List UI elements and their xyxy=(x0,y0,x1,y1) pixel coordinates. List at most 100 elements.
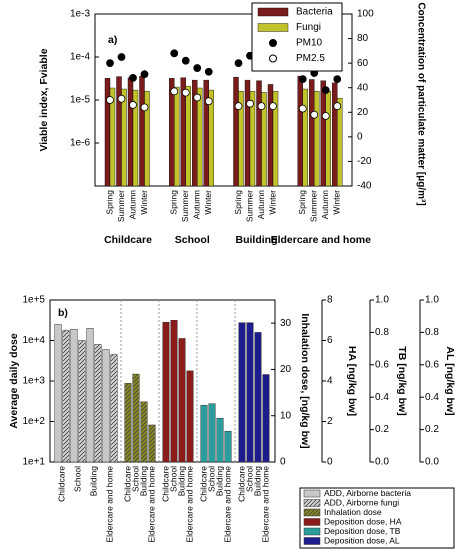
tick-label: 1e-6 xyxy=(70,138,90,149)
x-tick-label: Summer xyxy=(244,190,254,222)
y-axis-label: Viable index, Fviable xyxy=(38,48,50,151)
legend-label: Inhalation dose xyxy=(324,507,382,517)
marker xyxy=(170,87,179,96)
x-tick-label: Autumn xyxy=(320,190,330,220)
x-tick-label: School xyxy=(130,466,140,492)
tick-label: 30 xyxy=(280,318,292,329)
x-tick-label: Building xyxy=(214,466,224,497)
tick-label: 80 xyxy=(357,33,369,44)
bar xyxy=(162,322,170,463)
x-tick-label: Building xyxy=(88,466,98,497)
tick-label: -40 xyxy=(357,181,372,192)
tick-label: 1e-5 xyxy=(70,95,90,106)
legend-label: Bacteria xyxy=(296,7,333,18)
bar xyxy=(261,92,267,187)
tick-label: 100 xyxy=(357,9,374,20)
marker xyxy=(129,101,137,109)
marker xyxy=(117,94,126,103)
marker xyxy=(269,102,277,111)
legend-marker xyxy=(269,39,277,47)
bar xyxy=(178,338,186,463)
legend-swatch xyxy=(303,518,321,526)
x-tick-label: School xyxy=(168,466,178,492)
x-tick-label: Winter xyxy=(203,190,213,215)
tick-label: -20 xyxy=(357,156,372,167)
bar xyxy=(110,354,118,463)
tick-label: 6 xyxy=(327,335,333,346)
group-label: School xyxy=(175,234,210,246)
x-tick-label: Childcare xyxy=(56,466,66,502)
bar xyxy=(216,418,224,463)
tick-label: 0 xyxy=(357,131,363,142)
tick-label: 0.8 xyxy=(425,327,439,338)
tick-label: 0 xyxy=(280,457,286,468)
bar xyxy=(256,80,262,187)
marker xyxy=(333,75,342,84)
bar xyxy=(302,88,308,187)
x-tick-label: Spring xyxy=(233,190,243,215)
legend-box xyxy=(299,487,455,549)
bar xyxy=(197,87,203,187)
bar xyxy=(144,91,150,187)
bar xyxy=(139,75,145,187)
marker xyxy=(298,104,307,113)
bar xyxy=(132,89,139,187)
y2-axis-label: Concentration of particulate matter [μg/… xyxy=(415,2,426,205)
bar xyxy=(314,91,320,187)
x-tick-label: Spring xyxy=(169,190,179,215)
tick-label: 0 xyxy=(327,457,333,468)
legend-swatch xyxy=(303,499,321,507)
bar xyxy=(297,75,303,187)
tick-label: 0.8 xyxy=(375,327,389,338)
tick-label: 60 xyxy=(357,58,369,69)
bar xyxy=(267,84,274,187)
bar xyxy=(208,89,214,187)
marker xyxy=(333,102,342,111)
x-tick-label: School xyxy=(72,466,82,492)
bar xyxy=(148,424,156,463)
y-axis-label: Average daily dose xyxy=(8,333,20,428)
marker xyxy=(310,110,319,119)
bar xyxy=(86,328,94,463)
tick-label: 1e+5 xyxy=(22,295,45,306)
marker xyxy=(257,102,266,111)
tick-label: 0.4 xyxy=(425,392,439,403)
legend-label: ADD, Airborne fungi xyxy=(324,497,399,507)
x-tick-label: Autumn xyxy=(127,190,137,220)
tick-label: 40 xyxy=(357,82,369,93)
tick-label: 0.6 xyxy=(425,359,439,370)
marker xyxy=(181,56,190,65)
bar xyxy=(238,322,246,463)
bar xyxy=(244,79,251,187)
bar xyxy=(102,349,110,463)
marker xyxy=(321,112,330,120)
bar xyxy=(272,91,279,187)
x-tick-label: Autumn xyxy=(256,190,266,220)
marker xyxy=(204,97,213,106)
bar xyxy=(224,430,232,463)
bar xyxy=(140,401,148,463)
x-tick-label: Eldercare and home xyxy=(104,466,114,543)
legend-swatch xyxy=(303,527,321,536)
bar xyxy=(62,329,70,463)
marker xyxy=(140,70,149,79)
bar xyxy=(246,322,254,463)
bar xyxy=(262,374,270,463)
bar xyxy=(249,91,256,187)
x-tick-label: Building xyxy=(138,466,148,497)
tick-label: 0.2 xyxy=(425,424,439,435)
bar xyxy=(238,91,244,187)
bar xyxy=(254,332,262,463)
legend-swatch xyxy=(303,537,321,545)
tick-label: 2 xyxy=(327,416,333,427)
marker xyxy=(193,93,202,102)
bar xyxy=(200,405,208,463)
x-tick-label: Autumn xyxy=(192,190,202,220)
bar xyxy=(116,76,122,187)
legend-label: ADD, Airborne bacteria xyxy=(324,488,411,498)
tick-label: 1e-4 xyxy=(70,52,90,63)
x-tick-label: Winter xyxy=(267,190,277,215)
legend-label: Fungi xyxy=(296,22,321,33)
x-tick-label: Winter xyxy=(139,190,149,215)
